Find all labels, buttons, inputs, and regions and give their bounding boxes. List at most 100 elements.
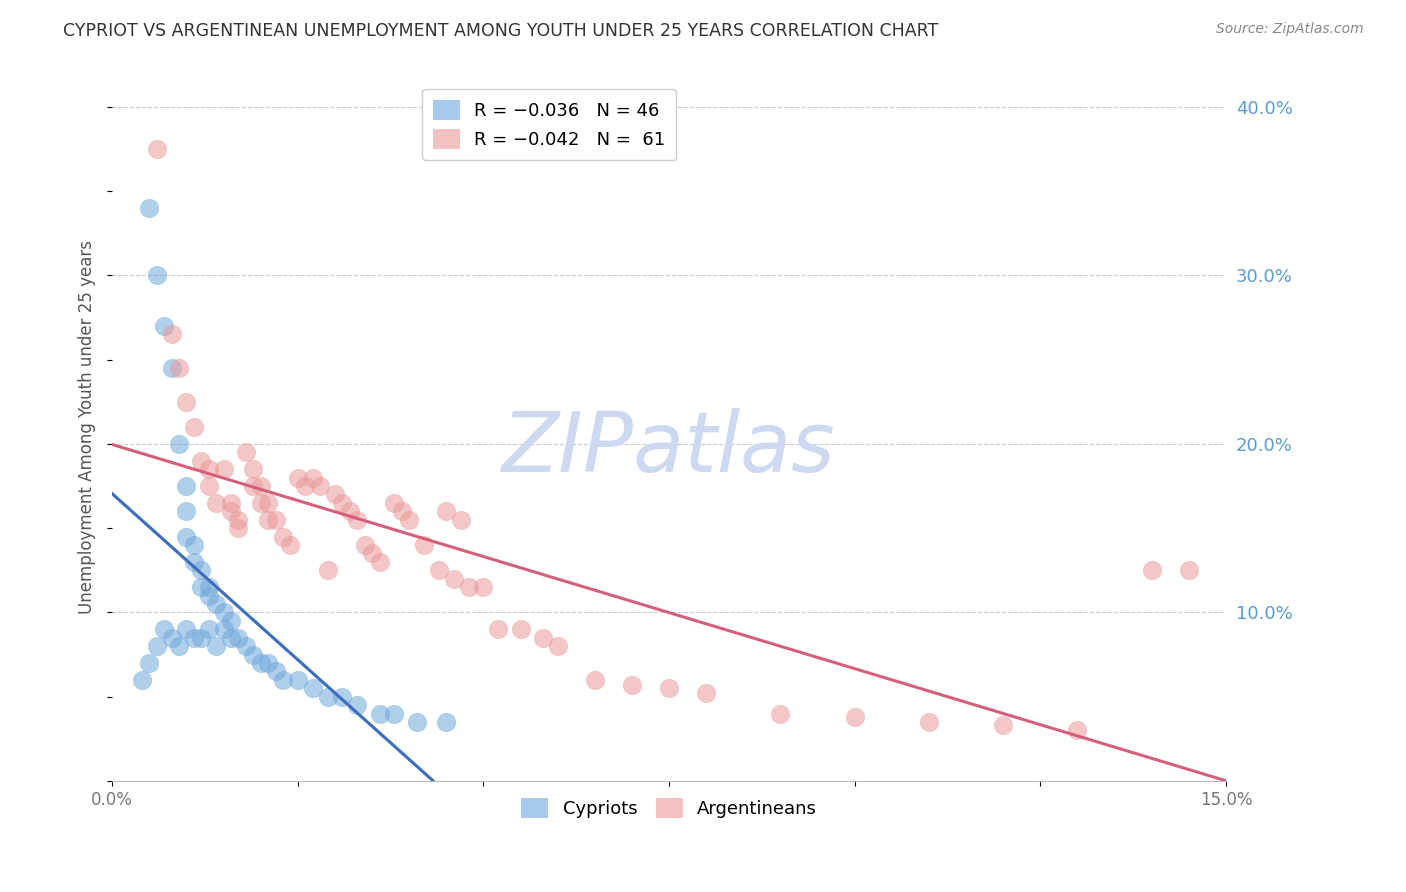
Point (443, 572, 465, 586)
Point (434, 504, 457, 518)
Point (472, 580, 495, 594)
Point (271, 673, 294, 687)
Point (993, 718, 1015, 732)
Point (212, 462, 235, 476)
Point (176, 530, 198, 544)
Point (450, 513, 472, 527)
Point (242, 462, 264, 476)
Point (197, 462, 219, 476)
Point (257, 513, 280, 527)
Point (509, 622, 531, 636)
Point (228, 513, 250, 527)
Point (405, 714, 427, 729)
Point (219, 631, 242, 645)
Point (176, 622, 198, 636)
Point (346, 698, 368, 713)
Point (1066, 723, 1088, 738)
Point (153, 318, 176, 333)
Point (413, 538, 436, 552)
Point (361, 546, 384, 560)
Point (427, 563, 450, 577)
Point (219, 496, 242, 510)
Point (235, 639, 257, 653)
Point (190, 631, 212, 645)
Point (264, 665, 287, 679)
Point (271, 530, 294, 544)
Point (167, 437, 190, 451)
Point (197, 622, 219, 636)
Point (332, 690, 354, 704)
Point (531, 631, 554, 645)
Point (249, 479, 271, 493)
Point (583, 673, 606, 687)
Point (257, 656, 280, 670)
Point (219, 504, 242, 518)
Point (190, 563, 212, 577)
Point (138, 201, 160, 215)
Point (212, 622, 235, 636)
Text: ZIPatlas: ZIPatlas (502, 408, 837, 489)
Point (332, 496, 354, 510)
Point (769, 706, 792, 721)
Legend: Cypriots, Argentineans: Cypriots, Argentineans (515, 790, 824, 825)
Point (176, 504, 198, 518)
Point (301, 470, 323, 484)
Point (183, 420, 205, 434)
Point (918, 714, 941, 729)
Point (316, 690, 339, 704)
Point (228, 631, 250, 645)
Point (309, 479, 332, 493)
Point (228, 521, 250, 535)
Point (176, 394, 198, 409)
Point (242, 479, 264, 493)
Point (197, 479, 219, 493)
Y-axis label: Unemployment Among Youth under 25 years: Unemployment Among Youth under 25 years (79, 240, 96, 614)
Point (339, 504, 361, 518)
Point (368, 706, 391, 721)
Point (486, 622, 509, 636)
Point (264, 513, 287, 527)
Point (368, 555, 391, 569)
Point (346, 513, 368, 527)
Point (287, 673, 309, 687)
Point (146, 268, 169, 283)
Point (138, 656, 160, 670)
Point (547, 639, 569, 653)
Point (205, 597, 228, 611)
Point (131, 673, 153, 687)
Point (287, 470, 309, 484)
Point (323, 487, 346, 501)
Text: CYPRIOT VS ARGENTINEAN UNEMPLOYMENT AMONG YOUTH UNDER 25 YEARS CORRELATION CHART: CYPRIOT VS ARGENTINEAN UNEMPLOYMENT AMON… (63, 22, 939, 40)
Point (160, 631, 183, 645)
Point (391, 504, 413, 518)
Point (316, 563, 339, 577)
Point (844, 710, 866, 724)
Point (457, 580, 479, 594)
Point (183, 631, 205, 645)
Point (205, 496, 228, 510)
Point (190, 580, 212, 594)
Point (249, 496, 271, 510)
Point (1140, 563, 1163, 577)
Point (219, 614, 242, 628)
Point (146, 639, 169, 653)
Point (695, 686, 717, 700)
Point (242, 648, 264, 662)
Point (190, 453, 212, 467)
Point (301, 681, 323, 696)
Point (398, 513, 420, 527)
Point (183, 555, 205, 569)
Point (384, 706, 406, 721)
Point (160, 361, 183, 376)
Point (183, 538, 205, 552)
Point (167, 361, 190, 376)
Point (249, 656, 271, 670)
Point (1178, 563, 1201, 577)
Point (197, 580, 219, 594)
Point (167, 639, 190, 653)
Point (620, 678, 643, 692)
Point (353, 538, 375, 552)
Point (153, 622, 176, 636)
Text: Source: ZipAtlas.com: Source: ZipAtlas.com (1216, 22, 1364, 37)
Point (294, 479, 316, 493)
